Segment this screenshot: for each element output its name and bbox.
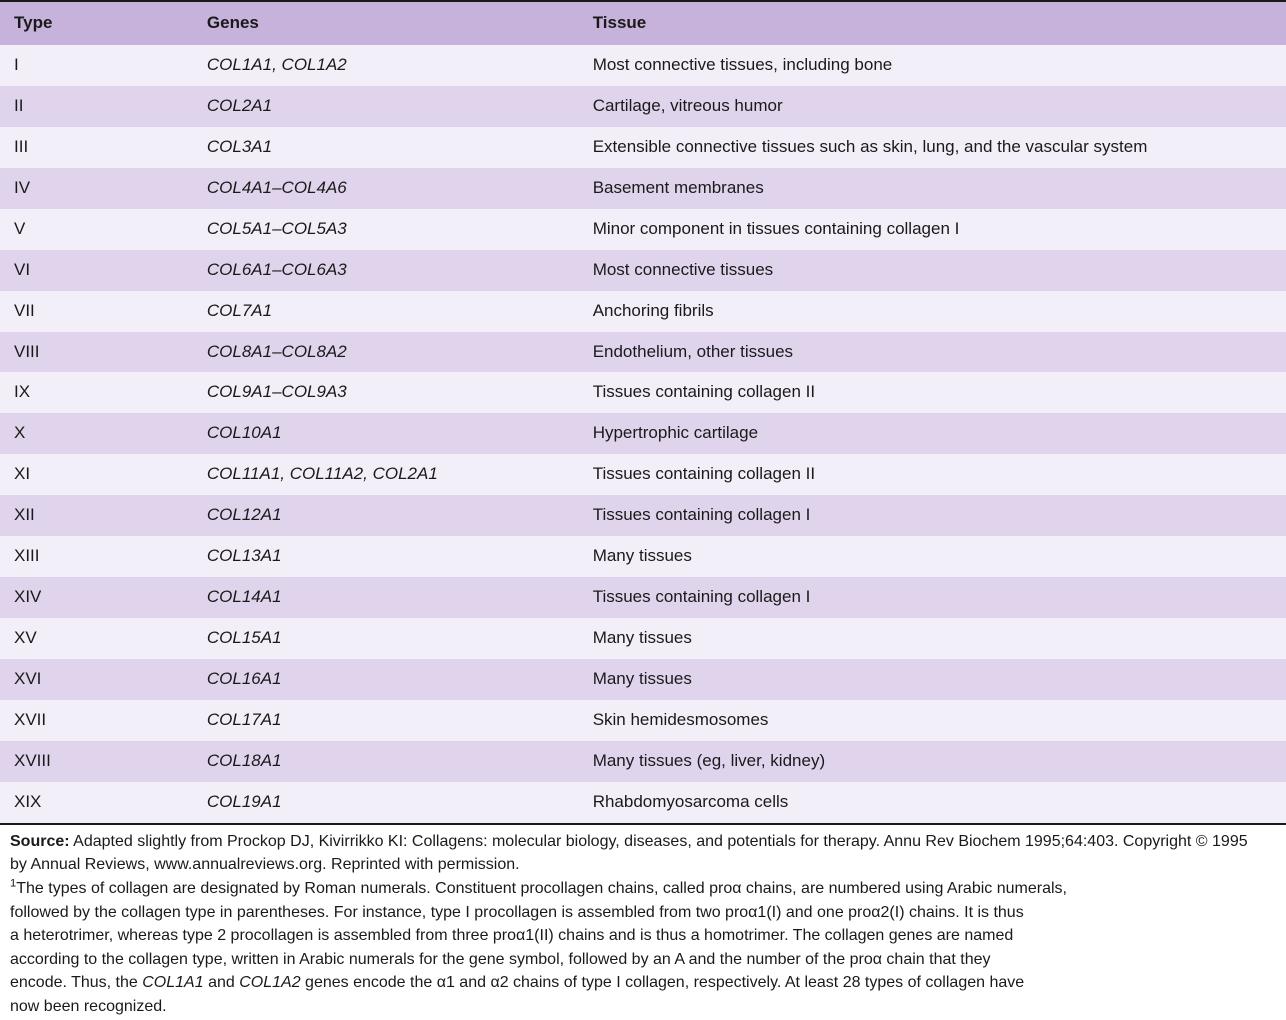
cell-tissue: Minor component in tissues containing co… xyxy=(579,209,1286,250)
cell-genes: COL8A1–COL8A2 xyxy=(193,332,579,373)
cell-type: I xyxy=(0,45,193,86)
cell-genes: COL6A1–COL6A3 xyxy=(193,250,579,291)
table-row: XICOL11A1, COL11A2, COL2A1Tissues contai… xyxy=(0,454,1286,495)
cell-tissue: Many tissues xyxy=(579,536,1286,577)
cell-type: XII xyxy=(0,495,193,536)
table-row: XIXCOL19A1Rhabdomyosarcoma cells xyxy=(0,782,1286,824)
col-header-type: Type xyxy=(0,1,193,45)
cell-type: XVIII xyxy=(0,741,193,782)
cell-type: XVII xyxy=(0,700,193,741)
table-row: IXCOL9A1–COL9A3Tissues containing collag… xyxy=(0,372,1286,413)
table-row: XCOL10A1Hypertrophic cartilage xyxy=(0,413,1286,454)
cell-genes: COL17A1 xyxy=(193,700,579,741)
cell-type: VII xyxy=(0,291,193,332)
source-text-1: Adapted slightly from Prockop DJ, Kivirr… xyxy=(70,833,1248,850)
col-header-tissue: Tissue xyxy=(579,1,1286,45)
cell-tissue: Tissues containing collagen I xyxy=(579,577,1286,618)
cell-genes: COL13A1 xyxy=(193,536,579,577)
source-line-1: Source: Adapted slightly from Prockop DJ… xyxy=(10,831,1276,853)
cell-type: IX xyxy=(0,372,193,413)
cell-type: XIX xyxy=(0,782,193,824)
cell-genes: COL19A1 xyxy=(193,782,579,824)
source-label: Source: xyxy=(10,833,70,850)
cell-type: XI xyxy=(0,454,193,495)
note-text-1: The types of collagen are designated by … xyxy=(16,880,1067,897)
cell-genes: COL5A1–COL5A3 xyxy=(193,209,579,250)
table-header-row: Type Genes Tissue xyxy=(0,1,1286,45)
note-line-2: followed by the collagen type in parenth… xyxy=(10,902,1276,924)
footnotes: Source: Adapted slightly from Prockop DJ… xyxy=(0,825,1286,1018)
table-row: IICOL2A1Cartilage, vitreous humor xyxy=(0,86,1286,127)
cell-type: XV xyxy=(0,618,193,659)
note-text-5a: encode. Thus, the xyxy=(10,974,142,991)
table-row: ICOL1A1, COL1A2Most connective tissues, … xyxy=(0,45,1286,86)
cell-type: IV xyxy=(0,168,193,209)
cell-tissue: Rhabdomyosarcoma cells xyxy=(579,782,1286,824)
note-line-4: according to the collagen type, written … xyxy=(10,949,1276,971)
cell-genes: COL16A1 xyxy=(193,659,579,700)
cell-type: XIV xyxy=(0,577,193,618)
cell-genes: COL7A1 xyxy=(193,291,579,332)
note-text-5-ital2: COL1A2 xyxy=(239,974,300,991)
cell-type: XIII xyxy=(0,536,193,577)
note-line-3: a heterotrimer, whereas type 2 procollag… xyxy=(10,925,1276,947)
cell-tissue: Basement membranes xyxy=(579,168,1286,209)
cell-genes: COL3A1 xyxy=(193,127,579,168)
note-text-5-ital: COL1A1 xyxy=(142,974,203,991)
table-row: XIICOL12A1Tissues containing collagen I xyxy=(0,495,1286,536)
table-row: VICOL6A1–COL6A3Most connective tissues xyxy=(0,250,1286,291)
table-row: XIVCOL14A1Tissues containing collagen I xyxy=(0,577,1286,618)
cell-genes: COL10A1 xyxy=(193,413,579,454)
cell-tissue: Anchoring fibrils xyxy=(579,291,1286,332)
table-row: VCOL5A1–COL5A3Minor component in tissues… xyxy=(0,209,1286,250)
note-text-5c: genes encode the α1 and α2 chains of typ… xyxy=(301,974,1025,991)
source-line-2: by Annual Reviews, www.annualreviews.org… xyxy=(10,854,1276,876)
note-line-6: now been recognized. xyxy=(10,996,1276,1018)
note-line-1: 1The types of collagen are designated by… xyxy=(10,878,1276,900)
cell-genes: COL18A1 xyxy=(193,741,579,782)
col-header-genes: Genes xyxy=(193,1,579,45)
cell-tissue: Many tissues xyxy=(579,659,1286,700)
table-row: XVIIICOL18A1Many tissues (eg, liver, kid… xyxy=(0,741,1286,782)
cell-tissue: Hypertrophic cartilage xyxy=(579,413,1286,454)
cell-genes: COL15A1 xyxy=(193,618,579,659)
cell-tissue: Skin hemidesmosomes xyxy=(579,700,1286,741)
table-row: XVICOL16A1Many tissues xyxy=(0,659,1286,700)
cell-tissue: Many tissues xyxy=(579,618,1286,659)
cell-tissue: Extensible connective tissues such as sk… xyxy=(579,127,1286,168)
cell-tissue: Tissues containing collagen I xyxy=(579,495,1286,536)
table-row: VIICOL7A1Anchoring fibrils xyxy=(0,291,1286,332)
cell-genes: COL12A1 xyxy=(193,495,579,536)
table-row: VIIICOL8A1–COL8A2Endothelium, other tiss… xyxy=(0,332,1286,373)
cell-type: III xyxy=(0,127,193,168)
table-row: XIIICOL13A1Many tissues xyxy=(0,536,1286,577)
cell-genes: COL2A1 xyxy=(193,86,579,127)
table-row: XVIICOL17A1Skin hemidesmosomes xyxy=(0,700,1286,741)
cell-genes: COL1A1, COL1A2 xyxy=(193,45,579,86)
cell-tissue: Tissues containing collagen II xyxy=(579,454,1286,495)
table-row: IIICOL3A1Extensible connective tissues s… xyxy=(0,127,1286,168)
note-text-5b: and xyxy=(204,974,240,991)
cell-tissue: Cartilage, vitreous humor xyxy=(579,86,1286,127)
table-row: IVCOL4A1–COL4A6Basement membranes xyxy=(0,168,1286,209)
cell-tissue: Most connective tissues xyxy=(579,250,1286,291)
cell-tissue: Endothelium, other tissues xyxy=(579,332,1286,373)
cell-genes: COL11A1, COL11A2, COL2A1 xyxy=(193,454,579,495)
cell-tissue: Many tissues (eg, liver, kidney) xyxy=(579,741,1286,782)
cell-tissue: Tissues containing collagen II xyxy=(579,372,1286,413)
cell-type: V xyxy=(0,209,193,250)
table-row: XVCOL15A1Many tissues xyxy=(0,618,1286,659)
cell-genes: COL9A1–COL9A3 xyxy=(193,372,579,413)
cell-tissue: Most connective tissues, including bone xyxy=(579,45,1286,86)
cell-type: VI xyxy=(0,250,193,291)
cell-genes: COL14A1 xyxy=(193,577,579,618)
collagen-types-table: Type Genes Tissue ICOL1A1, COL1A2Most co… xyxy=(0,0,1286,825)
cell-type: VIII xyxy=(0,332,193,373)
cell-type: XVI xyxy=(0,659,193,700)
cell-type: II xyxy=(0,86,193,127)
note-line-5: encode. Thus, the COL1A1 and COL1A2 gene… xyxy=(10,972,1276,994)
cell-genes: COL4A1–COL4A6 xyxy=(193,168,579,209)
cell-type: X xyxy=(0,413,193,454)
